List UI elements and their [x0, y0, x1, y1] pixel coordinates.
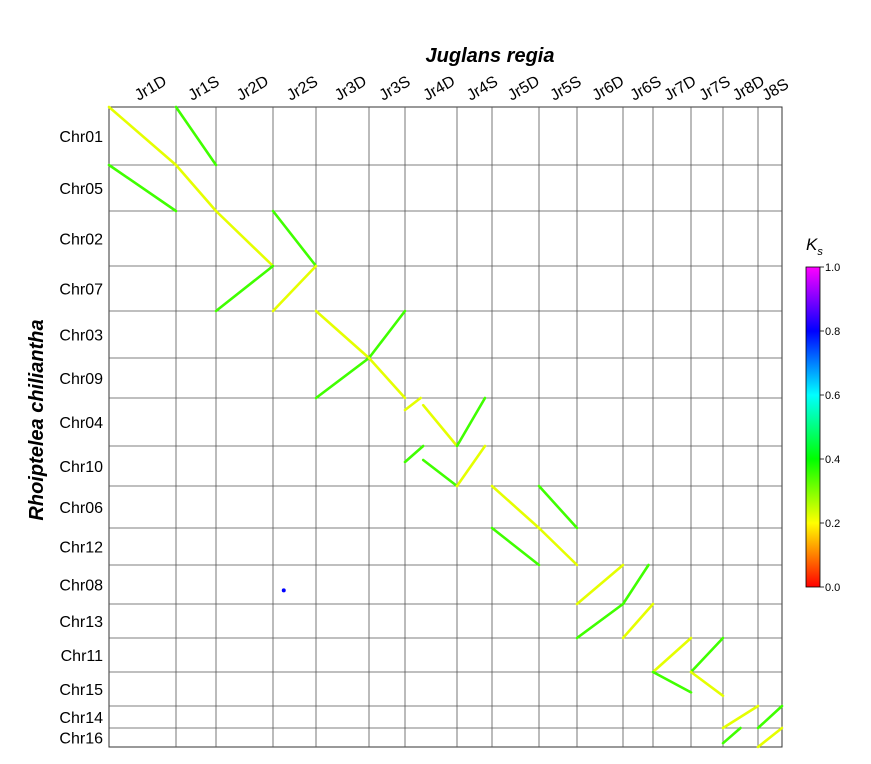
colorbar: Ks 0.0 0.2 0.4 0.6 0.8 1.0: [805, 235, 840, 594]
y-tick-label: Chr11: [61, 648, 103, 665]
y-tick-label: Chr13: [59, 614, 103, 631]
colorbar-tick-label: 0.0: [825, 582, 840, 594]
colorbar-tick-label: 0.4: [825, 454, 840, 466]
synteny-segment-Jr1S-Chr01-1: [174, 105, 218, 167]
synteny-segment-J8S-Chr14-31: [756, 704, 784, 730]
synteny-segment-Jr4D-Chr10-16: [421, 458, 459, 488]
y-tick-label: Chr16: [59, 731, 103, 748]
synteny-segment-Jr7D-Chr15-28: [651, 670, 693, 694]
y-tick-label: Chr03: [59, 328, 103, 345]
x-tick-label: Jr6S: [628, 73, 665, 104]
plot-frame: [108, 106, 783, 748]
y-tick-label: Chr07: [59, 282, 103, 299]
synteny-segment-Jr2D-Chr02-4: [214, 209, 275, 268]
y-tick-label: Chr08: [59, 578, 103, 595]
x-tick-label: Jr3D: [332, 73, 370, 105]
colorbar-gradient: [805, 266, 821, 588]
synteny-segment-Jr4S-Chr10-17: [455, 444, 487, 488]
colorbar-tick-label: 1.0: [825, 262, 840, 274]
y-tick-label: Chr02: [59, 232, 103, 249]
synteny-segments: [107, 105, 784, 749]
y-tick-label: Chr01: [59, 129, 103, 146]
synteny-segment-J8S-Chr16-33: [756, 726, 784, 749]
x-tick-label: Jr3S: [377, 73, 414, 104]
y-tick-label: Chr12: [59, 540, 103, 557]
synteny-segment-Jr2S-Chr02-5: [271, 209, 318, 268]
synteny-segment-Jr6D-Chr13-24: [575, 602, 625, 640]
synteny-segment-Jr7S-Chr11-27: [689, 636, 725, 674]
x-axis-title: Juglans regia: [426, 45, 555, 67]
synteny-segment-Jr6S-Chr13-25: [621, 602, 655, 640]
synteny-segment-Jr3D-Chr09-10: [314, 356, 371, 400]
y-tick-label: Chr15: [59, 682, 103, 699]
synteny-segment-Jr2D-Chr07-6: [214, 264, 275, 313]
synteny-segment-Jr3S-Chr03-9: [367, 309, 407, 360]
colorbar-title-sub: s: [817, 246, 823, 258]
synteny-segment-Jr6D-Chr08-22: [575, 563, 625, 606]
y-tick-label: Chr06: [59, 500, 103, 517]
synteny-segment-Jr4D-Chr10-15: [403, 444, 425, 464]
synteny-segment-Jr5D-Chr12-20: [490, 526, 541, 567]
y-tick-label: Chr14: [59, 710, 103, 727]
synteny-segment-Jr5D-Chr06-18: [490, 484, 541, 530]
y-tick-label: Chr10: [59, 459, 103, 476]
y-tick-label: Chr05: [59, 181, 103, 198]
x-tick-label: Jr2D: [234, 73, 272, 105]
synteny-segment-Jr1S-Chr05-3: [174, 163, 218, 213]
y-tick-label: Chr04: [59, 415, 103, 432]
synteny-segment-Jr2S-Chr07-7: [271, 264, 318, 313]
synteny-segment-Jr5S-Chr06-19: [537, 484, 579, 530]
synteny-segment-Jr7D-Chr11-26: [651, 636, 693, 674]
synteny-segment-Jr4S-Chr04-14: [455, 396, 487, 448]
y-tick-labels: Chr01 Chr05 Chr02 Chr07 Chr03 Chr09 Chr04 Chr10…: [59, 129, 103, 748]
synteny-segment-Jr6S-Chr08-23: [621, 563, 650, 606]
synteny-segment-Jr8D-Chr14-30: [721, 704, 760, 730]
x-tick-labels: Jr1D Jr1S Jr2D Jr2S Jr3D Jr3S Jr4D Jr4S Jr5D Jr5S…: [132, 73, 792, 105]
synteny-segment-Jr8D-Chr16-32: [721, 726, 742, 745]
x-tick-label: Jr1D: [132, 73, 170, 105]
x-tick-label: Jr4S: [464, 73, 501, 104]
x-tick-label: Jr6D: [590, 73, 628, 105]
x-tick-label: Jr7D: [662, 73, 700, 105]
colorbar-title: Ks: [806, 235, 823, 258]
synteny-segment-Jr3D-Chr03-8: [314, 309, 371, 360]
x-tick-label: Jr5D: [505, 73, 543, 105]
colorbar-tick-label: 0.8: [825, 326, 840, 338]
synteny-segment-Jr4D-Chr04-12: [403, 396, 422, 412]
synteny-segment-Jr1D-Chr01-0: [107, 105, 178, 167]
x-tick-label: Jr1S: [186, 73, 223, 104]
synteny-segment-Jr7S-Chr15-29: [689, 670, 725, 698]
synteny-point-0: [281, 588, 286, 593]
x-tick-label: Jr7S: [697, 73, 734, 104]
x-tick-label: Jr4D: [421, 73, 459, 105]
colorbar-title-main: K: [806, 235, 818, 254]
x-tick-label: J8S: [760, 76, 792, 105]
colorbar-tick-label: 0.2: [825, 518, 840, 530]
x-tick-label: Jr5S: [548, 73, 585, 104]
grid: [108, 106, 783, 748]
synteny-segment-Jr5S-Chr12-21: [537, 526, 579, 567]
synteny-segment-Jr1D-Chr05-2: [107, 163, 178, 213]
y-tick-label: Chr09: [59, 371, 103, 388]
x-tick-label: Jr2S: [284, 73, 321, 104]
synteny-segment-Jr3S-Chr09-11: [367, 356, 407, 400]
y-axis-title: Rhoiptelea chiliantha: [26, 319, 48, 520]
colorbar-tick-label: 0.6: [825, 390, 840, 402]
synteny-segment-Jr4D-Chr04-13: [421, 403, 459, 448]
